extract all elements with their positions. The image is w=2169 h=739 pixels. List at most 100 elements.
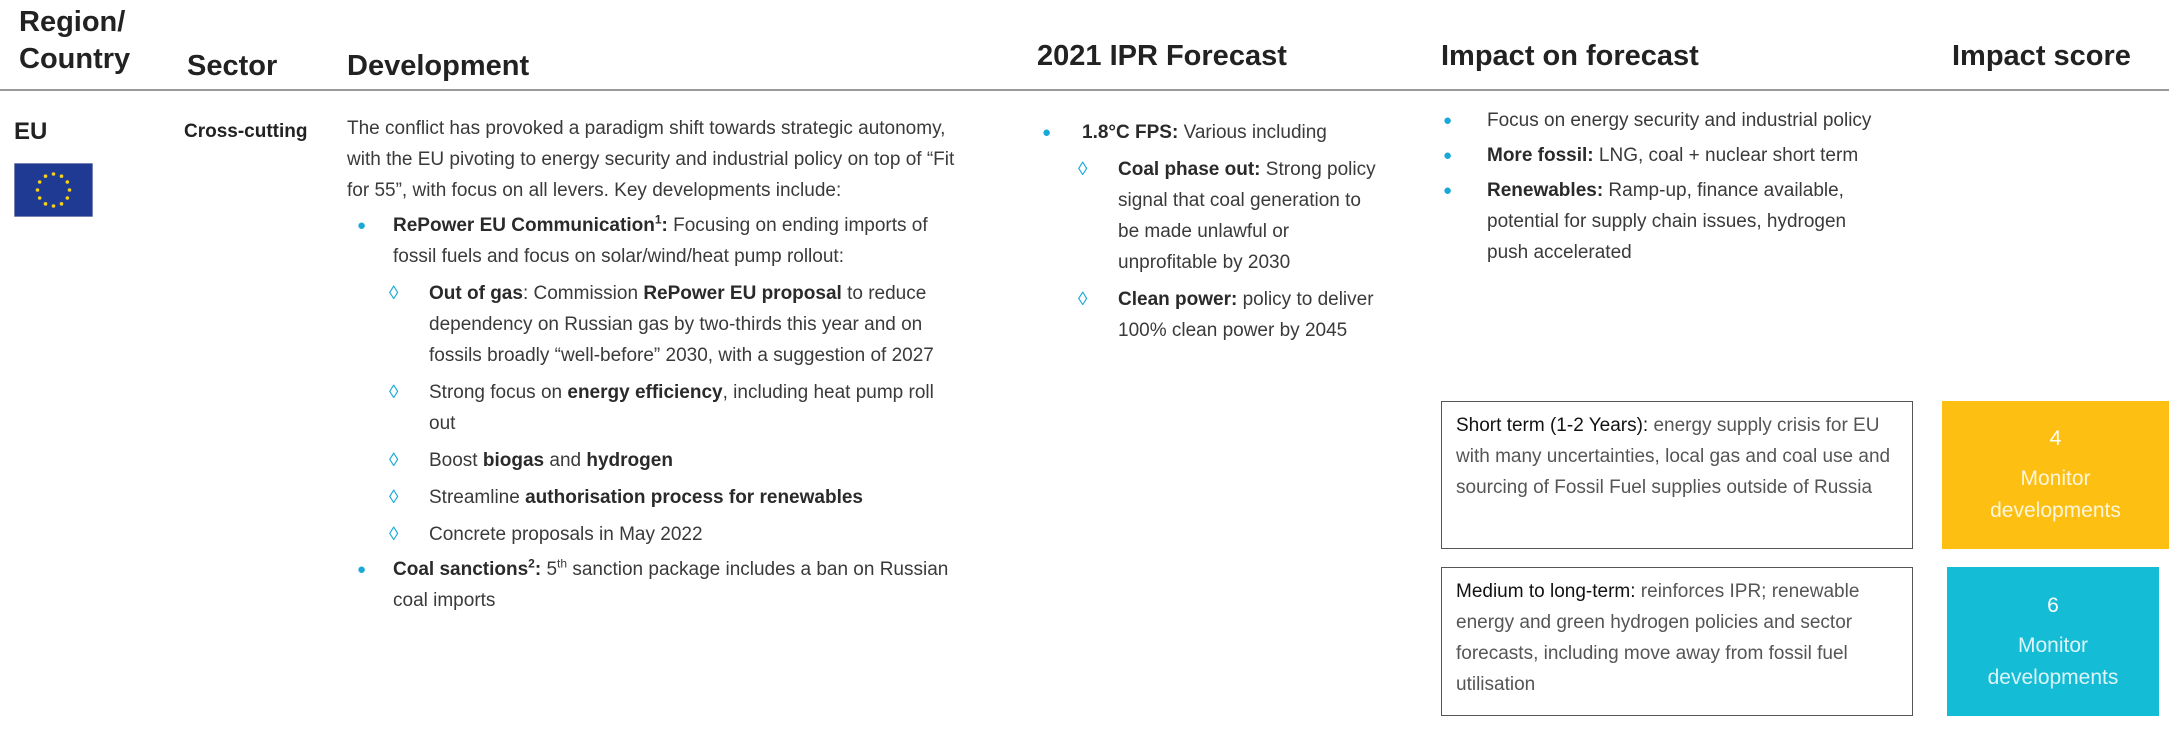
sub-marker: ◊ [389,524,399,545]
sub-bullet: ◊ Concrete proposals in May 2022 [389,519,957,550]
score-label: Monitor developments [1987,633,2119,689]
development: The conflict has provoked a paradigm shi… [347,113,957,616]
sub-marker: ◊ [389,283,399,304]
bullet-text: More fossil: LNG, coal + nuclear short t… [1487,140,1858,171]
header-forecast: 2021 IPR Forecast [1037,40,1287,72]
sub-marker: ◊ [389,450,399,471]
text-run: policy to deliver 100% clean power by 20… [1118,289,1374,341]
text-run: Coal sanctions [393,559,529,580]
bullet-marker: ● [1042,124,1052,141]
bullet: ● Coal sanctions2: 5th sanction package i… [357,554,957,616]
sub-bullet-text: Boost biogas and hydrogen [429,445,673,476]
bullet: ● 1.8°C FPS: Various including ◊ Coal phase… [1042,117,1387,346]
bullet: ● Renewables: Ramp-up, finance available,… [1443,175,1883,268]
sub-bullet-text: Coal phase out: Strong policy signal tha… [1118,154,1387,278]
text-run: Coal phase out: [1118,159,1261,180]
bullet: ● Focus on energy security and industrial… [1443,105,1883,136]
bullet-marker: ● [1443,112,1453,129]
sub-bullet-text: Concrete proposals in May 2022 [429,519,703,550]
header-text: Region/ [19,6,126,38]
text-run: : Commission [522,283,644,304]
header-text: Country [19,43,131,75]
bullet-text: Focus on energy security and industrial … [1487,105,1871,136]
header-region: Region/ Country [19,4,130,78]
sub-marker: ◊ [1078,159,1088,180]
bullet-text: Coal sanctions2: 5th sanction package in… [393,554,957,616]
sub-bullet-text: Strong focus on energy efficiency, inclu… [429,377,957,439]
text-run: Concrete proposals in May 2022 [429,524,703,545]
header-sector: Sector [187,50,278,82]
sub-bullet: ◊ Boost biogas and hydrogen [389,445,957,476]
bullet: ● RePower EU Communication1: Focusing on … [357,210,957,550]
text-run: More fossil: [1487,145,1594,166]
text-run: energy efficiency [567,382,723,403]
score-value: 4 [2049,427,2062,450]
text-run: authorisation process for renewables [525,487,863,508]
outlook-box: Medium to long-term: reinforces IPR; ren… [1441,567,1913,716]
text-run: Short term (1-2 Years): [1456,415,1649,436]
sub-bullet: ◊ Streamline authorisation process for re… [389,482,957,513]
text-run: 5 [541,559,558,580]
text-run: Boost [429,450,483,471]
bullet: ● More fossil: LNG, coal + nuclear short … [1443,140,1883,171]
intro: The conflict has provoked a paradigm shi… [347,113,957,206]
sub-bullet: ◊ Coal phase out: Strong policy signal th… [1078,154,1387,278]
text-run: reinforces IPR; renewable energy and gre… [1456,581,1860,695]
bullet-text: RePower EU Communication1: Focusing on e… [389,210,957,550]
score-label: Monitor developments [1990,467,2121,522]
bullets: ● RePower EU Communication1: Focusing on … [357,210,957,616]
sub-bullet-text: Clean power: policy to deliver 100% clea… [1118,284,1387,346]
text-run: : [534,559,542,580]
text-run: , including heat pump roll out [429,382,934,434]
score-box: 6 Monitor developments [1947,567,2159,716]
sub-marker: ◊ [389,382,399,403]
text-run: hydrogen [586,450,673,471]
sub-bullet: ◊ Strong focus on energy efficiency, incl… [389,377,957,439]
text-run: 1 [654,212,662,227]
text-run: th [557,556,568,571]
bullet-marker: ● [1443,182,1453,199]
text-run: to reduce dependency on Russian gas by t… [429,283,934,366]
text-run: Out of gas [429,283,523,304]
text-run: RePower EU Communication [393,215,655,236]
text-run: 1.8°C FPS: [1082,122,1179,143]
text-run: Focusing on ending imports of fossil fue… [393,215,928,267]
text-run: Focus on energy security and industrial … [1487,110,1872,131]
text-run: biogas [482,450,545,471]
forecast: ● 1.8°C FPS: Various including ◊ Coal phase… [1042,113,1387,346]
text-run: Ramp-up, finance available, potential fo… [1487,180,1847,263]
impact: ● Focus on energy security and industrial… [1443,101,1883,268]
sub-bullet-text: Out of gas: Commission RePower EU propos… [429,278,957,371]
text-run: Renewables: [1487,180,1604,201]
bullet-marker: ● [357,217,367,234]
header-rule [0,89,2169,91]
bullet-marker: ● [1443,147,1453,164]
sub-bullet: ◊ Out of gas: Commission RePower EU propo… [389,278,957,371]
text-run: LNG, coal + nuclear short term [1593,145,1859,166]
score-value: 6 [2047,593,2059,617]
text-run: RePower EU proposal [643,283,842,304]
sub-bullet: ◊ Clean power: policy to deliver 100% cle… [1078,284,1387,346]
outlook-box: Short term (1-2 Years): energy supply cr… [1441,401,1913,549]
text-run: : [661,215,668,236]
header-impact: Impact on forecast [1441,40,1699,72]
text-run: and [544,450,587,471]
bullet-text: 1.8°C FPS: Various including ◊ Coal phase … [1078,117,1387,346]
text-run: Medium to long-term: [1456,581,1636,602]
text-run: 2 [528,556,535,571]
header-development: Development [347,50,530,82]
score-box: 4 Monitor developments [1942,401,2169,549]
sector: Cross-cutting [184,121,308,142]
region: EU [14,118,48,145]
bullet-marker: ● [357,561,367,578]
text-run: Strong policy signal that coal generatio… [1118,159,1376,273]
text-run: Streamline [429,487,526,508]
bullet-text: Renewables: Ramp-up, finance available, … [1487,175,1883,268]
text-run: sanction package includes a ban on Russi… [393,559,949,611]
sub-marker: ◊ [1078,289,1088,310]
text-run: Strong focus on [429,382,568,403]
header-score: Impact score [1952,40,2131,72]
sub-marker: ◊ [389,487,399,508]
text-run: Various including [1178,122,1327,143]
